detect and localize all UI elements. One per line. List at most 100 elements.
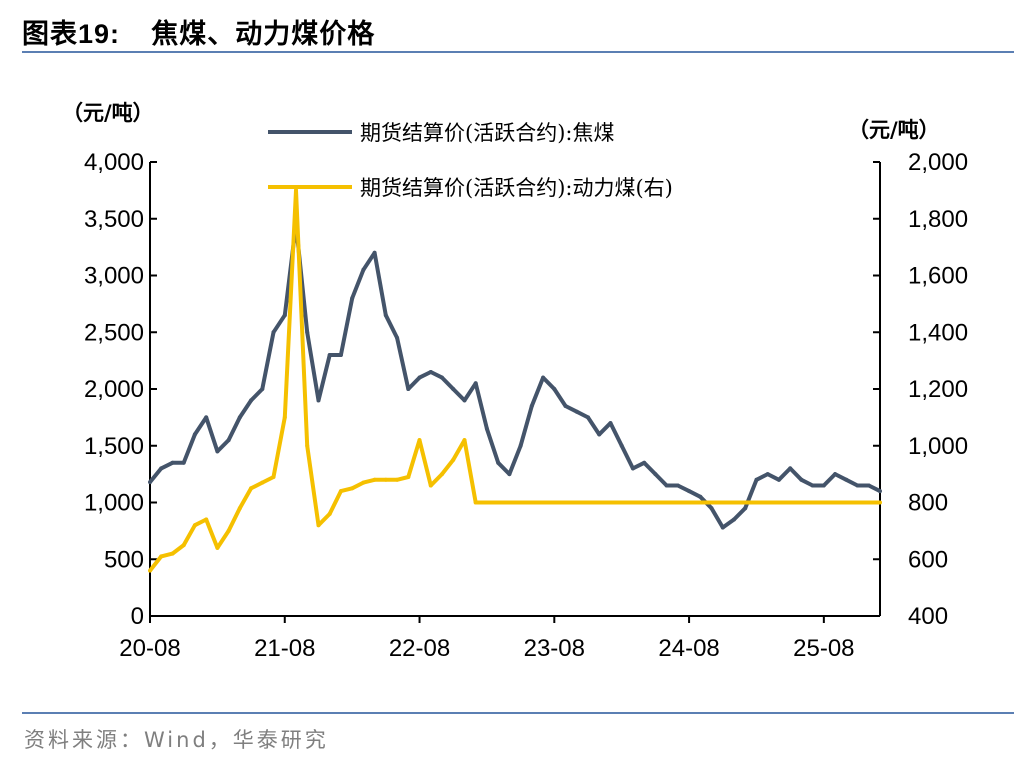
axes: 0 500 1,000 1,500 2,000 2,500 3,000 3,500 4,000 4… xyxy=(84,149,968,662)
data-point-thermal xyxy=(260,480,265,485)
data-point-thermal xyxy=(428,483,433,488)
data-point-thermal xyxy=(271,475,276,479)
data-point-thermal xyxy=(372,477,377,482)
data-point-coking xyxy=(305,330,310,335)
right-tick-label: 1,400 xyxy=(908,319,968,346)
data-point-coking xyxy=(361,267,366,272)
data-point-coking xyxy=(462,398,467,403)
data-point-coking xyxy=(350,296,355,301)
data-point-thermal xyxy=(294,188,298,193)
left-tick-label: 2,500 xyxy=(84,319,144,346)
left-axis-unit: （元/吨） xyxy=(62,101,154,125)
footer-rule xyxy=(22,712,1014,714)
data-point-coking xyxy=(237,415,242,420)
data-point-thermal xyxy=(170,551,175,556)
data-point-coking xyxy=(698,494,703,499)
data-point-coking xyxy=(181,460,186,465)
data-point-coking xyxy=(833,472,838,477)
x-tick-label: 20-08 xyxy=(119,635,180,662)
data-point-coking xyxy=(709,506,714,511)
right-tick-label: 800 xyxy=(908,490,948,517)
right-tick-label: 400 xyxy=(908,603,948,630)
data-point-thermal xyxy=(192,523,197,528)
data-point-thermal xyxy=(316,523,321,528)
data-point-thermal xyxy=(249,486,254,491)
data-point-coking xyxy=(675,483,680,488)
series-line-coking xyxy=(148,222,881,530)
data-point-thermal xyxy=(395,477,400,482)
data-point-coking xyxy=(473,381,478,386)
data-point-coking xyxy=(878,489,882,494)
data-point-thermal xyxy=(406,475,411,479)
data-point-coking xyxy=(799,477,804,482)
data-point-coking xyxy=(372,250,377,255)
legend-label-coking: 期货结算价(活跃合约):焦煤 xyxy=(360,121,614,145)
data-point-coking xyxy=(170,460,175,465)
data-point-coking xyxy=(720,525,725,530)
data-point-coking xyxy=(507,472,512,477)
data-point-coking xyxy=(821,483,826,488)
data-point-thermal xyxy=(226,528,231,533)
data-point-coking xyxy=(428,370,433,374)
left-tick-label: 3,000 xyxy=(84,263,144,290)
data-point-coking xyxy=(586,415,590,420)
data-point-coking xyxy=(810,483,815,488)
data-point-coking xyxy=(776,477,781,482)
data-point-coking xyxy=(260,387,265,391)
data-point-coking xyxy=(518,443,523,448)
series-layer xyxy=(148,188,882,573)
data-point-thermal xyxy=(484,500,489,505)
data-point-coking xyxy=(563,404,568,408)
right-tick-label: 1,000 xyxy=(908,433,968,460)
data-point-coking xyxy=(743,506,748,511)
data-point-coking xyxy=(619,443,624,448)
data-point-thermal xyxy=(215,545,220,550)
data-point-coking xyxy=(608,421,613,426)
data-point-coking xyxy=(406,387,411,391)
data-point-coking xyxy=(484,426,489,431)
data-point-coking xyxy=(192,432,197,437)
data-point-coking xyxy=(574,409,579,414)
data-point-thermal xyxy=(473,500,478,505)
right-tick-label: 1,600 xyxy=(908,263,968,290)
data-point-thermal xyxy=(327,511,332,516)
left-tick-label: 1,000 xyxy=(84,490,144,517)
data-point-coking xyxy=(732,517,736,522)
x-tick-label: 25-08 xyxy=(793,635,854,662)
right-tick-label: 1,200 xyxy=(908,376,968,403)
data-point-coking xyxy=(866,483,871,488)
data-point-thermal xyxy=(417,438,422,443)
left-tick-label: 3,500 xyxy=(84,206,144,233)
right-axis-unit: （元/吨） xyxy=(848,118,940,142)
data-point-coking xyxy=(855,483,860,488)
data-point-thermal xyxy=(496,500,501,505)
data-point-coking xyxy=(552,387,557,391)
data-point-thermal xyxy=(305,443,310,448)
data-point-thermal xyxy=(361,480,366,485)
data-point-thermal xyxy=(237,506,242,511)
data-point-coking xyxy=(664,483,669,488)
x-tick-label: 21-08 xyxy=(254,635,315,662)
data-point-coking xyxy=(148,480,152,485)
data-point-coking xyxy=(541,375,546,380)
data-point-coking xyxy=(417,375,422,380)
data-point-thermal xyxy=(204,517,209,522)
figure-number: 19: xyxy=(78,19,121,49)
x-tick-label: 23-08 xyxy=(524,635,585,662)
left-tick-label: 1,500 xyxy=(84,433,144,460)
data-point-coking xyxy=(215,449,220,454)
data-point-coking xyxy=(630,466,635,471)
data-point-coking xyxy=(159,466,164,471)
data-point-coking xyxy=(687,489,692,494)
data-point-coking xyxy=(597,432,602,437)
data-point-coking xyxy=(765,472,770,477)
left-tick-label: 4,000 xyxy=(84,149,144,176)
data-point-thermal xyxy=(440,472,444,477)
data-point-coking xyxy=(271,330,276,335)
data-point-coking xyxy=(642,460,647,465)
data-point-thermal xyxy=(350,486,355,491)
data-point-thermal xyxy=(878,500,882,505)
x-tick-label: 22-08 xyxy=(389,635,450,662)
data-point-coking xyxy=(496,460,501,465)
